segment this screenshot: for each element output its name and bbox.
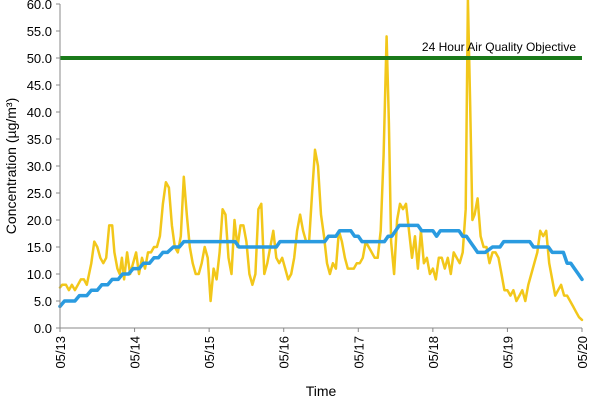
y-tick-label: 15.0 — [27, 240, 52, 255]
y-tick-label: 5.0 — [34, 294, 52, 309]
x-tick-label: 05/14 — [128, 336, 143, 369]
y-tick-label: 40.0 — [27, 105, 52, 120]
y-tick-label: 45.0 — [27, 78, 52, 93]
y-tick-label: 30.0 — [27, 159, 52, 174]
x-tick-label: 05/13 — [53, 336, 68, 369]
y-axis-label: Concentration (µg/m³) — [3, 98, 19, 234]
x-tick-label: 05/17 — [351, 336, 366, 369]
y-tick-label: 25.0 — [27, 186, 52, 201]
x-axis-label: Time — [306, 383, 337, 399]
series-layer — [58, 0, 584, 322]
objective-label: 24 Hour Air Quality Objective — [422, 40, 576, 54]
y-tick-label: 35.0 — [27, 132, 52, 147]
y-tick-label: 10.0 — [27, 267, 52, 282]
x-tick-label: 05/20 — [575, 336, 590, 369]
y-tick-label: 55.0 — [27, 24, 52, 39]
y-tick-label: 50.0 — [27, 51, 52, 66]
hourly-series-line — [58, 0, 584, 322]
x-axis-ticks: 05/13 05/14 05/15 05/16 05/17 05/18 05/19 05/20 — [53, 328, 590, 369]
rolling-series-line — [58, 223, 584, 309]
y-tick-label: 0.0 — [34, 321, 52, 336]
x-tick-label: 05/15 — [202, 336, 217, 369]
y-tick-label: 20.0 — [27, 213, 52, 228]
y-axis-ticks: 0.0 5.0 10.0 15.0 20.0 25.0 30.0 35.0 40.0 45.0 50… — [27, 0, 60, 336]
y-tick-label: 60.0 — [27, 0, 52, 12]
x-tick-label: 05/19 — [500, 336, 515, 369]
x-tick-label: 05/16 — [277, 336, 292, 369]
x-tick-label: 05/18 — [426, 336, 441, 369]
